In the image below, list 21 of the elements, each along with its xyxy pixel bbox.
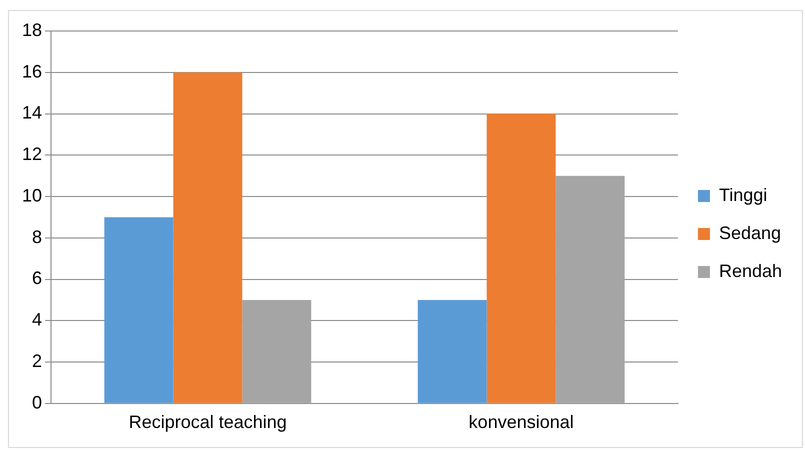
y-tick-label: 8 — [32, 226, 42, 247]
x-tick-label: Reciprocal teaching — [128, 412, 287, 432]
legend-label: Tinggi — [718, 184, 768, 205]
y-tick-label: 2 — [32, 350, 42, 371]
legend-label: Rendah — [718, 260, 782, 281]
bar — [173, 72, 242, 403]
x-tick-label: konvensional — [468, 412, 574, 432]
y-tick-label: 12 — [22, 144, 42, 164]
y-tick-label: 14 — [22, 102, 42, 123]
y-tick-label: 0 — [32, 392, 42, 412]
y-tick-label: 4 — [32, 310, 42, 330]
y-tick-label: 18 — [22, 20, 42, 40]
y-tick-label: 16 — [22, 61, 42, 82]
bar — [104, 217, 174, 403]
bar — [418, 300, 487, 403]
y-tick-label: 10 — [22, 185, 42, 206]
legend-label: Sedang — [718, 222, 782, 243]
bar — [556, 176, 625, 403]
y-tick-label: 6 — [32, 268, 42, 288]
bar — [486, 114, 556, 403]
bar — [242, 300, 312, 403]
